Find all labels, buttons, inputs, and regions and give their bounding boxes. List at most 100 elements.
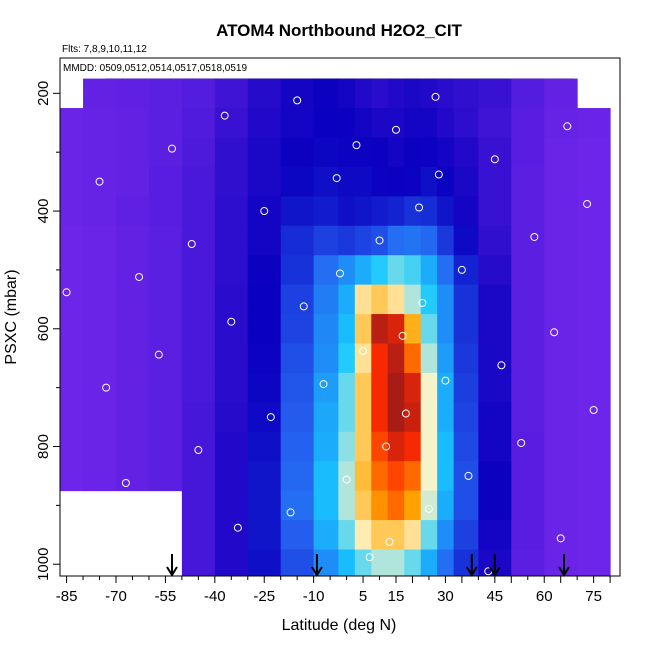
heatmap-cell <box>60 137 84 168</box>
heatmap-cell <box>577 461 611 492</box>
heatmap-cell <box>577 490 611 521</box>
heatmap-cell <box>247 461 282 492</box>
heatmap-cell <box>453 549 479 576</box>
heatmap-cell <box>404 166 422 197</box>
sample-point <box>121 478 130 487</box>
heatmap-cell <box>116 314 150 344</box>
heatmap-cell <box>371 490 389 521</box>
heatmap-cell <box>338 372 356 403</box>
heatmap-cell <box>313 314 339 344</box>
heatmap-cell <box>280 166 315 197</box>
heatmap-cell <box>544 314 578 344</box>
heatmap-cell <box>577 255 611 286</box>
heatmap-cell <box>116 372 150 403</box>
heatmap-cell <box>214 490 249 521</box>
heatmap-cell <box>478 78 512 109</box>
sample-point <box>550 328 559 337</box>
sample-point <box>60 82 64 91</box>
heatmap-cell <box>280 255 315 286</box>
heatmap-cell <box>354 284 372 315</box>
heatmap-cell <box>83 431 117 462</box>
heatmap-cell <box>181 78 216 109</box>
heatmap-cell <box>420 166 438 197</box>
heatmap-cell <box>214 372 249 403</box>
heatmap-cell <box>354 461 372 492</box>
heatmap-cell <box>387 255 405 286</box>
heatmap-cell <box>280 108 315 138</box>
heatmap-cell <box>404 284 422 315</box>
x-tick-label: 60 <box>536 588 553 605</box>
heatmap-cell <box>214 520 249 551</box>
heatmap-cell <box>577 431 611 462</box>
heatmap-cell <box>453 78 479 109</box>
heatmap-cell <box>544 490 578 521</box>
heatmap-cell <box>313 166 339 197</box>
heatmap-cell <box>83 255 117 286</box>
heatmap-cell <box>83 225 117 256</box>
heatmap-cell <box>247 137 282 168</box>
heatmap-cell <box>354 108 372 138</box>
y-tick-label: 200 <box>35 81 52 106</box>
heatmap-cell <box>544 255 578 286</box>
heatmap-cell <box>420 549 438 576</box>
heatmap-cell <box>313 402 339 433</box>
heatmap-cell <box>453 520 479 551</box>
flight-arrow <box>166 554 178 577</box>
heatmap-cell <box>354 196 372 227</box>
heatmap-cell <box>437 196 455 227</box>
heatmap-cell <box>148 314 183 344</box>
heatmap-cell <box>214 225 249 256</box>
heatmap-cell <box>453 255 479 286</box>
heatmap-cell <box>280 402 315 433</box>
heatmap-cell <box>214 549 249 576</box>
heatmap-cell <box>280 137 315 168</box>
heatmap-cell <box>437 431 455 462</box>
sample-point <box>319 380 328 389</box>
heatmap-cell <box>420 314 438 344</box>
heatmap-cell <box>387 108 405 138</box>
heatmap-cell <box>60 343 84 374</box>
heatmap-cell <box>511 372 545 403</box>
heatmap-cell <box>387 314 405 344</box>
heatmap-cell <box>437 402 455 433</box>
heatmap-cell <box>83 284 117 315</box>
heatmap-cell <box>577 402 611 433</box>
heatmap-cell <box>511 196 545 227</box>
heatmap-cell <box>544 137 578 168</box>
heatmap-cell <box>387 549 405 576</box>
sample-point <box>497 361 506 370</box>
heatmap-cell <box>338 255 356 286</box>
heatmap-cell <box>453 490 479 521</box>
sample-point <box>342 475 351 484</box>
heatmap-cell <box>214 166 249 197</box>
heatmap-cell <box>247 166 282 197</box>
heatmap-cell <box>181 402 216 433</box>
heatmap-cell <box>148 284 183 315</box>
heatmap-cell <box>313 137 339 168</box>
heatmap-cell <box>354 314 372 344</box>
heatmap-cell <box>354 78 372 109</box>
sample-point <box>299 302 308 311</box>
heatmap-cell <box>280 225 315 256</box>
sample-point <box>266 413 275 422</box>
heatmap-cell <box>247 314 282 344</box>
heatmap-cell <box>60 225 84 256</box>
heatmap-cell <box>116 402 150 433</box>
heatmap-cell <box>478 255 512 286</box>
subtitle-dates: MMDD: 0509,0512,0514,0517,0518,0519 <box>63 63 247 74</box>
heatmap-cell <box>387 490 405 521</box>
heatmap-cell <box>83 137 117 168</box>
heatmap-cell <box>280 549 315 576</box>
sample-point <box>336 269 344 278</box>
heatmap-cell <box>577 284 611 315</box>
heatmap-cell <box>453 461 479 492</box>
heatmap-cell <box>116 431 150 462</box>
sample-point <box>415 203 424 212</box>
heatmap-cell <box>148 166 183 197</box>
x-tick-label: 5 <box>359 588 367 605</box>
heatmap-cell <box>148 343 183 374</box>
heatmap-cell <box>404 402 422 433</box>
heatmap-cell <box>338 137 356 168</box>
heatmap-cell <box>354 490 372 521</box>
